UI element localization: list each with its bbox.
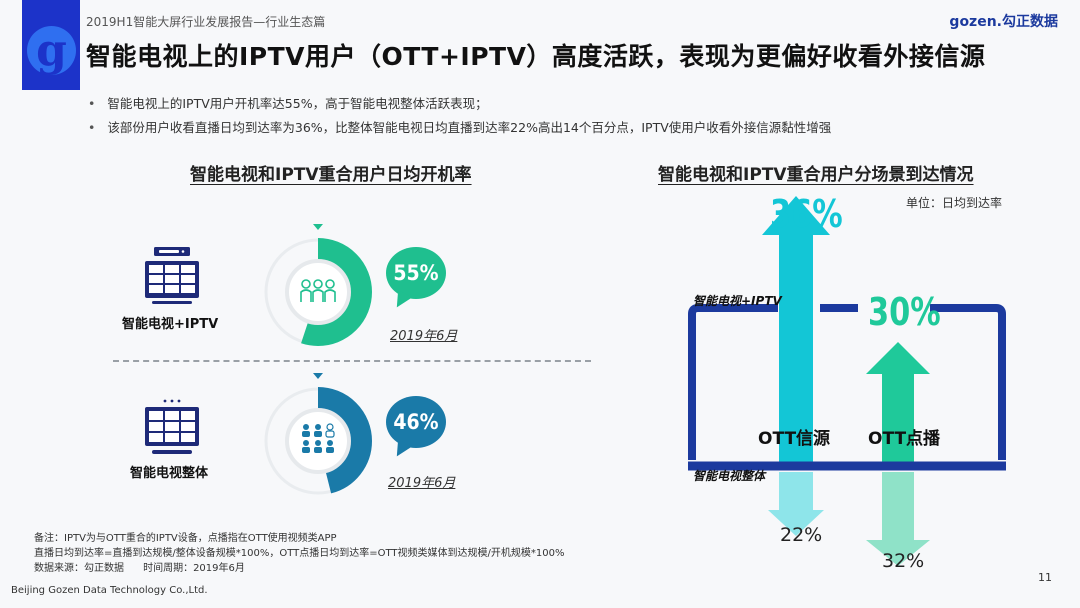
note-line: 数据来源：勾正数据 时间周期：2019年6月 — [34, 563, 245, 574]
company-footer: Beijing Gozen Data Technology Co.,Ltd. — [11, 585, 208, 596]
channel-label-ott-source: OTT信源 — [758, 429, 831, 449]
value-ott-source-overall: 22% — [780, 524, 823, 546]
logo-glyph: g — [36, 24, 67, 76]
report-title: 2019H1智能大屏行业发展报告—行业生态篇 — [86, 15, 326, 29]
gozen-logo-icon: g — [27, 26, 76, 75]
value-46: 46% — [393, 410, 439, 434]
note-line: 直播日均到达率=直播到达规模/整体设备规模*100%，OTT点播日均到达率=OT… — [34, 548, 565, 559]
bubble-tail — [391, 439, 413, 461]
value-55: 55% — [393, 261, 439, 285]
channel-label-ott-vod: OTT点播 — [868, 429, 941, 449]
row-label-tv-iptv: 智能电视+IPTV — [122, 317, 219, 332]
frame-label-tv-overall: 智能电视整体 — [693, 469, 766, 483]
bubble-tail — [391, 290, 413, 312]
frame-label-tv-iptv: 智能电视+IPTV — [693, 294, 782, 308]
value-ott-vod-iptv: 30% — [868, 290, 941, 334]
value-bubble-tv-iptv: 55% — [386, 247, 446, 312]
value-ott-vod-overall: 32% — [882, 550, 925, 572]
donut-chart-tv-iptv — [264, 224, 372, 346]
pointer-marker-icon — [313, 373, 323, 379]
down-arrow-ott-source — [768, 472, 824, 536]
unit-label: 单位：日均到达率 — [906, 196, 1003, 210]
people-group-icon — [302, 423, 335, 453]
right-chart-title: 智能电视和IPTV重合用户分场景到达情况 — [658, 165, 974, 185]
frame-border — [688, 304, 778, 460]
notes: 备注：IPTV为与OTT重合的IPTV设备，点播指在OTT使用视频类APP 直播… — [34, 531, 565, 576]
dashed-divider — [113, 360, 591, 362]
note-line: 备注：IPTV为与OTT重合的IPTV设备，点播指在OTT使用视频类APP — [34, 533, 337, 544]
date-label: 2019年6月 — [390, 329, 458, 344]
up-arrow-ott-vod — [866, 342, 930, 466]
bullet-item: 智能电视上的IPTV用户开机率达55%，高于智能电视整体活跃表现； — [88, 92, 831, 116]
bullet-item: 该部份用户收看直播日均到达率为36%，比整体智能电视日均直播到达率22%高出14… — [88, 116, 831, 140]
pointer-marker-icon — [313, 224, 323, 230]
tv-icon — [145, 399, 199, 454]
date-label: 2019年6月 — [388, 476, 456, 491]
reach-arrow-diagram — [688, 196, 1006, 566]
down-arrow-ott-vod — [866, 472, 930, 566]
left-chart-title: 智能电视和IPTV重合用户日均开机率 — [190, 165, 472, 185]
brand-logo: gozen.勾正数据 — [949, 14, 1058, 30]
bullet-list: 智能电视上的IPTV用户开机率达55%，高于智能电视整体活跃表现； 该部份用户收… — [88, 92, 831, 140]
row-label-tv-overall: 智能电视整体 — [130, 466, 209, 481]
donut-chart-tv-overall — [264, 373, 372, 495]
page-number: 11 — [1038, 571, 1052, 584]
value-ott-source-iptv: 36% — [770, 192, 843, 236]
page-title: 智能电视上的IPTV用户（OTT+IPTV）高度活跃，表现为更偏好收看外接信源 — [86, 42, 986, 71]
up-arrow-ott-source — [762, 196, 830, 466]
tv-with-settop-box-icon — [145, 247, 199, 304]
value-bubble-tv-overall: 46% — [386, 396, 446, 461]
people-group-icon — [300, 279, 336, 302]
